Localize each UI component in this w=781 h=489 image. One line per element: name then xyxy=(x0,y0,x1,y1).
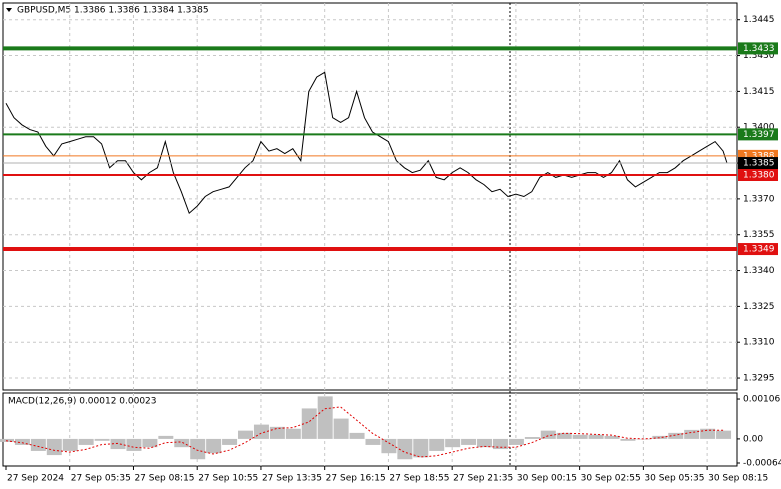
histogram-bar xyxy=(492,438,508,450)
histogram-bar xyxy=(46,438,62,456)
histogram-bar xyxy=(30,438,46,451)
histogram-bar xyxy=(174,438,190,448)
x-tick-label: 27 Sep 18:55 xyxy=(389,474,449,484)
histogram-bar xyxy=(588,434,604,439)
level-label: 1.3433 xyxy=(743,44,775,54)
x-tick-label: 27 Sep 08:15 xyxy=(134,474,194,484)
chart-title: GBPUSD,M5 1.3386 1.3386 1.3384 1.3385 xyxy=(17,6,209,16)
x-tick-label: 30 Sep 08:15 xyxy=(708,474,768,484)
histogram-bar xyxy=(540,430,556,439)
histogram-bar xyxy=(317,396,333,439)
y-tick-label: 1.3325 xyxy=(743,302,775,312)
histogram-bar xyxy=(716,430,732,439)
histogram-bar xyxy=(62,438,78,451)
histogram-bar xyxy=(158,435,174,439)
signal-line xyxy=(5,406,724,458)
histogram-bar xyxy=(253,424,269,439)
histogram-bar xyxy=(190,438,206,460)
y-tick-label: 0.00106 xyxy=(743,395,780,405)
histogram-bar xyxy=(301,408,317,439)
histogram-bar xyxy=(668,432,684,439)
y-tick-label: 1.3430 xyxy=(743,51,775,61)
histogram-bar xyxy=(684,429,700,439)
histogram-bar xyxy=(78,438,94,445)
histogram-bar xyxy=(524,437,540,439)
macd-title: MACD(12,26,9) 0.00012 0.00023 xyxy=(8,397,157,407)
histogram-bar xyxy=(285,428,301,439)
menu-arrow xyxy=(6,8,12,12)
histogram-bar xyxy=(269,426,285,439)
macd-frame xyxy=(2,392,738,467)
histogram-bar xyxy=(477,438,493,448)
y-tick-label: 1.3415 xyxy=(743,87,775,97)
y-tick-label: 1.3355 xyxy=(743,230,775,240)
y-tick-label: 1.3295 xyxy=(743,374,775,384)
level-label-box xyxy=(738,128,778,141)
histogram-bar xyxy=(365,438,381,445)
price-frame xyxy=(2,2,738,391)
level-label-box xyxy=(738,157,778,170)
histogram-bar xyxy=(397,438,413,460)
histogram-bar xyxy=(700,428,716,439)
histogram-bar xyxy=(413,438,429,458)
level-label: 1.3388 xyxy=(743,151,775,161)
histogram-bar xyxy=(0,438,14,442)
x-tick-label: 30 Sep 02:55 xyxy=(581,474,641,484)
histogram-bar xyxy=(126,438,142,451)
histogram-bar xyxy=(556,432,572,439)
histogram-bar xyxy=(604,435,620,439)
y-tick-label: 1.3310 xyxy=(743,338,775,348)
y-tick-label: 1.3370 xyxy=(743,194,775,204)
y-tick-label: 1.3445 xyxy=(743,15,775,25)
x-tick-label: 27 Sep 13:35 xyxy=(262,474,322,484)
level-label: 1.3380 xyxy=(743,171,775,181)
histogram-bar xyxy=(572,434,588,439)
level-label-box xyxy=(738,42,778,55)
histogram-bar xyxy=(142,438,158,448)
level-label-box xyxy=(738,169,778,181)
x-tick-label: 27 Sep 10:55 xyxy=(198,474,258,484)
y-tick-label: -0.00064 xyxy=(743,458,781,468)
histogram-bar xyxy=(14,438,30,445)
histogram-bar xyxy=(429,438,445,451)
histogram-bar xyxy=(349,432,365,439)
level-label: 1.3397 xyxy=(743,130,775,140)
level-label: 1.3349 xyxy=(743,245,775,255)
x-tick-label: 27 Sep 21:35 xyxy=(453,474,513,484)
x-tick-label: 30 Sep 00:15 xyxy=(517,474,577,484)
y-tick-label: 1.3400 xyxy=(743,123,775,133)
histogram-bar xyxy=(206,438,222,454)
histogram-bar xyxy=(620,438,636,441)
x-tick-label: 27 Sep 05:35 xyxy=(71,474,131,484)
histogram-bar xyxy=(652,435,668,439)
level-label: 1.3385 xyxy=(743,159,775,169)
histogram-bar xyxy=(445,438,461,448)
histogram-bar xyxy=(381,438,397,454)
x-tick-label: 30 Sep 05:35 xyxy=(644,474,704,484)
histogram-bar xyxy=(636,438,652,440)
histogram-bar xyxy=(461,438,477,445)
x-tick-label: 27 Sep 2024 xyxy=(7,474,64,484)
histogram-bar xyxy=(238,430,254,439)
y-tick-label: 0.00 xyxy=(743,434,763,444)
histogram-bar xyxy=(110,438,126,450)
histogram-bar xyxy=(222,438,238,445)
x-tick-label: 27 Sep 16:15 xyxy=(326,474,386,484)
histogram-bar xyxy=(508,438,524,445)
y-tick-label: 1.3340 xyxy=(743,266,775,276)
level-label-box xyxy=(738,243,778,256)
histogram-bar xyxy=(94,438,110,441)
histogram-bar xyxy=(333,418,349,439)
